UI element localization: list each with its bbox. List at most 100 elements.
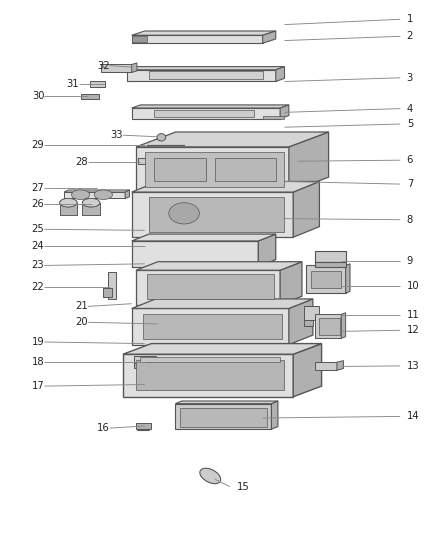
Text: 19: 19	[32, 337, 44, 347]
Text: 15: 15	[237, 482, 249, 491]
Text: 20: 20	[75, 317, 88, 327]
Polygon shape	[132, 192, 293, 237]
Polygon shape	[136, 423, 151, 429]
Text: 18: 18	[32, 357, 44, 367]
Polygon shape	[136, 147, 289, 192]
Text: 11: 11	[407, 310, 420, 320]
Text: 29: 29	[32, 140, 44, 150]
Polygon shape	[311, 271, 341, 288]
Polygon shape	[175, 401, 278, 403]
Polygon shape	[136, 132, 328, 147]
Text: 16: 16	[97, 423, 110, 433]
Polygon shape	[132, 181, 319, 192]
Ellipse shape	[60, 198, 77, 207]
Polygon shape	[134, 356, 155, 364]
Polygon shape	[272, 401, 278, 429]
Polygon shape	[132, 241, 258, 266]
Polygon shape	[147, 320, 166, 328]
Polygon shape	[132, 309, 289, 345]
Polygon shape	[315, 251, 346, 262]
Polygon shape	[60, 203, 77, 215]
Text: 27: 27	[32, 183, 44, 193]
Polygon shape	[315, 314, 341, 338]
Polygon shape	[81, 94, 99, 99]
Polygon shape	[141, 357, 280, 362]
Polygon shape	[64, 190, 130, 192]
Ellipse shape	[200, 468, 221, 483]
Polygon shape	[149, 197, 285, 232]
Ellipse shape	[82, 198, 100, 207]
Polygon shape	[147, 274, 274, 300]
Polygon shape	[153, 110, 254, 117]
Polygon shape	[215, 158, 276, 181]
Polygon shape	[127, 70, 276, 82]
Polygon shape	[337, 361, 343, 370]
Polygon shape	[132, 234, 276, 241]
Polygon shape	[153, 158, 206, 181]
Polygon shape	[143, 314, 283, 340]
Text: 33: 33	[110, 130, 123, 140]
Text: 5: 5	[407, 119, 413, 129]
Text: 4: 4	[407, 103, 413, 114]
Text: 10: 10	[407, 281, 419, 291]
Text: 8: 8	[407, 215, 413, 225]
Text: 23: 23	[32, 261, 44, 270]
Polygon shape	[103, 288, 112, 297]
Polygon shape	[90, 82, 106, 87]
Polygon shape	[180, 408, 267, 426]
Polygon shape	[315, 262, 346, 266]
Polygon shape	[341, 313, 346, 338]
Text: 28: 28	[75, 157, 88, 167]
Polygon shape	[293, 344, 321, 397]
Polygon shape	[123, 354, 293, 397]
Text: 21: 21	[75, 301, 88, 311]
Polygon shape	[132, 36, 147, 42]
Text: 24: 24	[32, 241, 44, 251]
Polygon shape	[125, 190, 130, 198]
Ellipse shape	[157, 134, 166, 141]
Polygon shape	[82, 203, 100, 215]
Ellipse shape	[60, 198, 77, 207]
Polygon shape	[132, 35, 263, 43]
Polygon shape	[132, 63, 137, 72]
Polygon shape	[306, 265, 346, 293]
Polygon shape	[136, 262, 302, 270]
Polygon shape	[82, 203, 100, 215]
Polygon shape	[263, 31, 276, 43]
Polygon shape	[108, 272, 117, 300]
Text: 30: 30	[32, 91, 44, 101]
Polygon shape	[280, 262, 302, 305]
Polygon shape	[258, 234, 276, 266]
Text: 22: 22	[32, 282, 44, 292]
Ellipse shape	[82, 198, 100, 207]
Polygon shape	[289, 132, 328, 192]
Polygon shape	[132, 105, 289, 108]
Text: 26: 26	[32, 199, 44, 209]
Polygon shape	[175, 403, 272, 429]
Polygon shape	[293, 181, 319, 237]
Polygon shape	[132, 31, 276, 35]
Polygon shape	[60, 203, 77, 215]
Ellipse shape	[169, 203, 199, 224]
Polygon shape	[346, 264, 350, 293]
Text: 14: 14	[407, 411, 419, 422]
Polygon shape	[134, 364, 143, 368]
Text: 31: 31	[67, 79, 79, 89]
Text: 3: 3	[407, 73, 413, 83]
Polygon shape	[280, 105, 289, 119]
Polygon shape	[232, 154, 293, 156]
Text: 13: 13	[407, 361, 419, 371]
Text: 2: 2	[407, 31, 413, 42]
Polygon shape	[136, 270, 280, 305]
Text: 32: 32	[97, 61, 110, 70]
Polygon shape	[318, 318, 340, 335]
Polygon shape	[304, 306, 319, 320]
Ellipse shape	[94, 190, 113, 199]
Polygon shape	[127, 67, 285, 70]
Text: 1: 1	[407, 14, 413, 25]
Polygon shape	[160, 156, 164, 164]
Polygon shape	[136, 360, 285, 390]
Polygon shape	[289, 299, 313, 345]
Polygon shape	[132, 299, 313, 309]
Polygon shape	[232, 156, 289, 161]
